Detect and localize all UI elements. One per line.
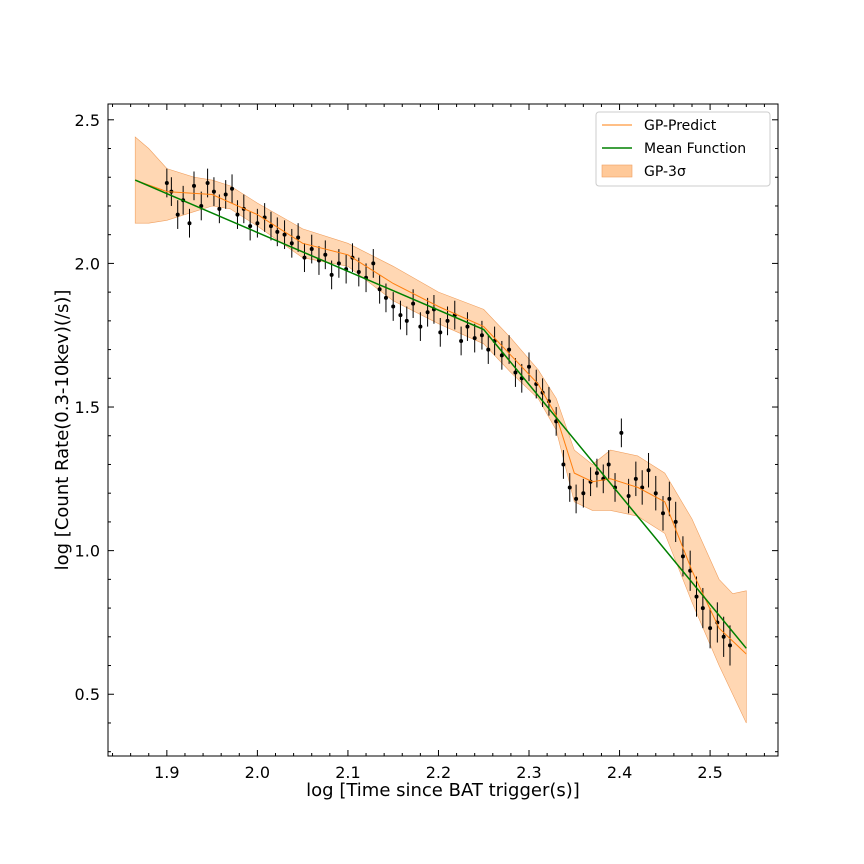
plot-frame [107,103,779,757]
data-point [507,347,512,352]
data-point [459,338,464,343]
lines-layer [134,179,747,655]
data-point [248,224,253,229]
data-point [700,606,705,611]
data-point [721,634,726,639]
data-point [640,485,645,490]
mean-function-line [134,179,747,649]
y-axis-label: log [Count Rate(0.3-10kev)(/s)] [52,290,73,571]
data-point [404,318,409,323]
legend-label: Mean Function [644,141,746,157]
data-point [268,224,273,229]
data-point [661,511,666,516]
data-point [230,186,235,191]
data-point [199,203,204,208]
data-point [619,430,624,435]
data-point [235,212,240,217]
y-tick-label: 1.5 [75,398,100,417]
data-point [282,232,287,237]
data-point [728,643,733,648]
data-point [472,336,477,341]
data-point [680,554,685,559]
data-point [211,189,216,194]
x-tick-label: 2.0 [245,763,270,782]
x-tick-label: 2.3 [516,763,541,782]
data-point [418,324,423,329]
data-point [633,476,638,481]
legend-label: GP-3σ [644,164,686,180]
data-point [275,229,280,234]
data-point [673,519,678,524]
legend-box [595,111,771,187]
data-point [606,462,611,467]
data-point [398,313,403,318]
x-tick-label: 2.4 [607,763,632,782]
gp-predict-line [135,179,747,655]
data-point [391,304,396,309]
y-tick-label: 2.5 [75,111,100,130]
legend-swatch-band [601,164,633,178]
data-point [581,491,586,496]
x-tick-label: 2.1 [335,763,360,782]
legend: GP-Predict Mean Function GP-3σ [595,111,771,187]
data-point [187,221,192,226]
data-point [329,272,334,277]
data-point [499,353,504,358]
x-axis-label: log [Time since BAT trigger(s)] [306,780,580,801]
data-point [554,419,559,424]
data-point [667,496,672,501]
data-point [626,494,631,499]
y-tick-label: 1.0 [75,542,100,561]
legend-label: GP-Predict [644,118,717,134]
data-point [574,496,579,501]
y-tick-label: 0.5 [75,685,100,704]
data-point [445,318,450,323]
data-point [513,370,518,375]
x-tick-label: 1.9 [154,763,179,782]
observations-layer [164,168,733,666]
data-point [694,594,699,599]
data-point [336,261,341,266]
data-point [527,364,532,369]
data-point [205,180,210,185]
data-point [479,333,484,338]
data-point [217,206,222,211]
data-point [164,180,169,185]
data-point [302,255,307,260]
x-tick-label: 2.2 [426,763,451,782]
data-point [309,247,314,252]
data-point [371,261,376,266]
data-point [323,252,328,257]
y-tick-label: 2.0 [75,254,100,273]
data-point [438,330,443,335]
axis-ticks: 1.9 2.0 2.1 2.2 2.3 2.4 2.5 0.5 1.0 1.5 2.0 2.5 [75,104,778,782]
x-tick-label: 2.5 [697,763,722,782]
data-point [411,301,416,306]
data-point [594,471,599,476]
data-point [289,241,294,246]
data-point [192,183,197,188]
data-point [486,347,491,352]
data-point [567,485,572,490]
data-point [646,468,651,473]
gp-3sigma-band-layer [134,136,747,724]
data-point [708,626,713,631]
data-point [356,270,361,275]
data-point [653,491,658,496]
data-point [223,192,228,197]
data-point [465,324,470,329]
data-point [175,212,180,217]
data-point [377,287,382,292]
gp-3sigma-band [134,136,747,724]
data-point [561,462,566,467]
data-point [425,310,430,315]
data-point [255,221,260,226]
data-point [383,295,388,300]
data-point [296,235,301,240]
